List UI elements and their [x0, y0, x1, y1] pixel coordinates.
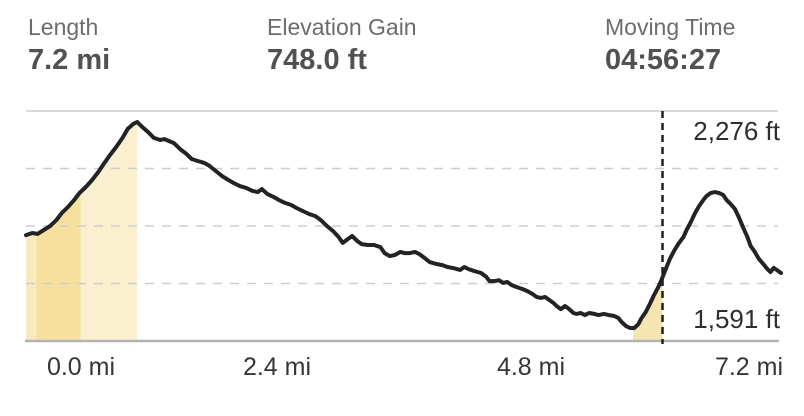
stat-elevation-gain-value: 748.0 ft: [267, 44, 367, 77]
highlight-band: [26, 232, 37, 341]
stat-elevation-gain-label: Elevation Gain: [267, 14, 417, 40]
stat-length-value: 7.2 mi: [28, 44, 111, 77]
stat-elevation-gain: Elevation Gain 748.0 ft: [267, 14, 417, 77]
x-tick-0-0-mi: 0.0 mi: [46, 353, 116, 381]
stat-moving-time-label: Moving Time: [605, 14, 736, 40]
x-tick-7-2-mi: 7.2 mi: [714, 353, 784, 381]
stat-moving-time: Moving Time 04:56:27: [605, 14, 735, 77]
stat-moving-time-value: 04:56:27: [605, 44, 722, 77]
elevation-min-label: 1,591 ft: [693, 304, 780, 334]
stat-length-label: Length: [28, 14, 99, 40]
stat-length: Length 7.2 mi: [28, 14, 110, 77]
x-tick-2-4-mi: 2.4 mi: [242, 353, 312, 381]
elevation-profile-line: [24, 120, 783, 330]
trail-stats-header: Length 7.2 mi Elevation Gain 748.0 ft Mo…: [0, 14, 804, 84]
elevation-max-label: 2,276 ft: [693, 116, 780, 146]
x-tick-4-8-mi: 4.8 mi: [496, 353, 566, 381]
